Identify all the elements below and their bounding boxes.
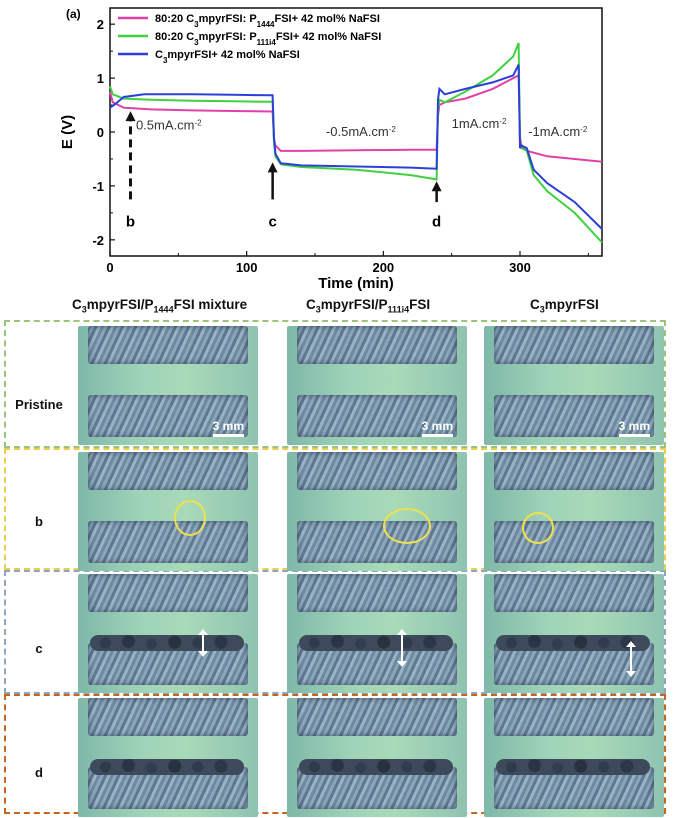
micrograph-row2-col3 bbox=[484, 452, 664, 571]
y-tick-label: 1 bbox=[97, 71, 104, 86]
y-tick-label: 0 bbox=[97, 125, 104, 140]
row-label-d: d bbox=[35, 765, 43, 780]
marker-label-b: b bbox=[126, 213, 135, 230]
panel-label: (a) bbox=[66, 7, 81, 21]
scale-bar-label: 3 mm bbox=[618, 419, 650, 433]
legend-label-1: 80:20 C3mpyrFSI: P1444FSI+ 42 mol% NaFSI bbox=[155, 13, 380, 29]
column-header-p1444: C3mpyrFSI/P1444FSI mixture bbox=[72, 297, 248, 315]
x-tick-label: 0 bbox=[106, 260, 113, 275]
thickness-arrow bbox=[397, 629, 407, 667]
current-label-4: -1mA.cm-2 bbox=[528, 124, 588, 139]
sodium-deposit bbox=[299, 759, 453, 775]
micrograph-row3-col2 bbox=[287, 574, 467, 693]
scale-bar-label: 3 mm bbox=[421, 419, 453, 433]
current-label-1: 0.5mA.cm-2 bbox=[136, 118, 202, 133]
marker-label-d: d bbox=[432, 213, 441, 230]
dendrite-highlight-circle bbox=[174, 500, 206, 536]
micrograph-row3-col3 bbox=[484, 574, 664, 693]
thickness-arrow bbox=[626, 641, 636, 677]
scale-bar: 3 mm bbox=[618, 419, 650, 437]
marker-arrow-b bbox=[125, 111, 136, 122]
sodium-deposit bbox=[496, 759, 650, 775]
x-tick-label: 200 bbox=[372, 260, 394, 275]
row-label-pristine: Pristine bbox=[15, 397, 63, 412]
scale-bar: 3 mm bbox=[421, 419, 453, 437]
micrograph-row4-col2 bbox=[287, 698, 467, 817]
marker-arrow-d bbox=[431, 181, 442, 192]
voltage-time-chart: 0 100 200 300 -2 -1 0 1 2 Time (min) E (V) (a) 80:20… bbox=[59, 7, 603, 292]
y-tick-label: 2 bbox=[97, 17, 104, 32]
micrograph-row3-col1 bbox=[78, 574, 258, 693]
x-tick-label: 100 bbox=[236, 260, 258, 275]
dendrite-highlight-circle bbox=[383, 508, 431, 544]
column-header-c3mpyrfsi: C3mpyrFSI bbox=[530, 297, 599, 315]
scale-bar: 3 mm bbox=[212, 419, 244, 437]
micrograph-row4-col3 bbox=[484, 698, 664, 817]
legend-label-3: C3mpyrFSI+ 42 mol% NaFSI bbox=[155, 49, 300, 65]
dendrite-highlight-circle bbox=[522, 512, 554, 544]
x-tick-label: 300 bbox=[509, 260, 531, 275]
marker-label-c: c bbox=[268, 213, 276, 230]
sodium-deposit bbox=[496, 635, 650, 651]
scale-bar-label: 3 mm bbox=[212, 419, 244, 433]
thickness-arrow bbox=[198, 629, 208, 657]
series-line-2 bbox=[109, 42, 603, 244]
micrograph-row2-col2 bbox=[287, 452, 467, 571]
micrograph-row1-col2: 3 mm bbox=[287, 326, 467, 445]
series-line-3 bbox=[109, 64, 603, 230]
row-label-c: c bbox=[35, 641, 43, 656]
marker-arrow-c bbox=[267, 162, 278, 173]
sodium-deposit bbox=[299, 635, 453, 651]
sodium-deposit bbox=[90, 759, 244, 775]
micrograph-row1-col1: 3 mm bbox=[78, 326, 258, 445]
column-header-p111i4: C3mpyrFSI/P111i4FSI bbox=[306, 297, 431, 315]
legend-label-2: 80:20 C3mpyrFSI: P111i4FSI+ 42 mol% NaFS… bbox=[155, 31, 381, 47]
x-axis-label: Time (min) bbox=[318, 275, 394, 292]
micrograph-row4-col1 bbox=[78, 698, 258, 817]
y-tick-label: -2 bbox=[92, 233, 104, 248]
micrograph-row1-col3: 3 mm bbox=[484, 326, 664, 445]
current-label-2: -0.5mA.cm-2 bbox=[326, 124, 397, 139]
row-label-b: b bbox=[35, 514, 43, 529]
current-label-3: 1mA.cm-2 bbox=[452, 116, 507, 131]
micrograph-row2-col1 bbox=[78, 452, 258, 571]
sodium-deposit bbox=[90, 635, 244, 651]
y-tick-label: -1 bbox=[92, 179, 104, 194]
y-axis-label: E (V) bbox=[59, 115, 76, 149]
row-frame-pristine bbox=[4, 320, 666, 448]
row-frame-c bbox=[4, 570, 666, 694]
